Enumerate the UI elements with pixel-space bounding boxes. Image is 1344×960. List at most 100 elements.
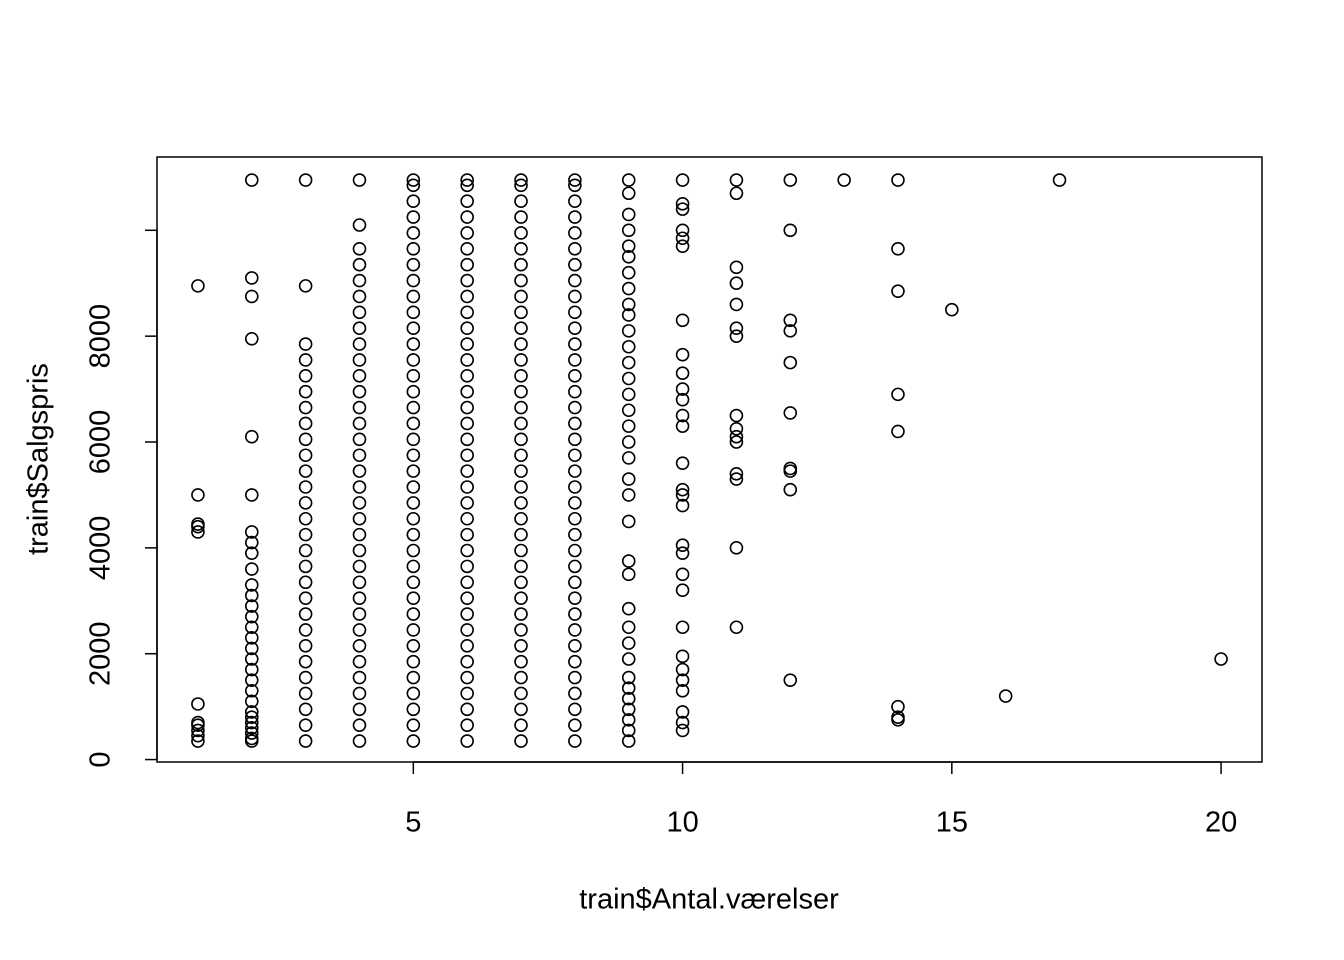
point [729, 466, 744, 481]
point [675, 239, 690, 253]
point [406, 718, 421, 732]
point [352, 273, 367, 288]
point [621, 339, 636, 354]
point [352, 321, 367, 336]
point [729, 472, 744, 486]
point [568, 432, 582, 447]
point [406, 416, 421, 431]
point [568, 289, 582, 304]
point [568, 559, 582, 574]
point [621, 308, 636, 322]
point [244, 271, 259, 285]
point [244, 588, 259, 603]
point [460, 543, 474, 558]
point [244, 694, 259, 709]
point [244, 652, 259, 666]
point [298, 279, 313, 293]
x-tick-label: 10 [666, 807, 698, 839]
point [244, 715, 259, 730]
point [675, 382, 690, 396]
point [298, 337, 313, 351]
point [891, 284, 905, 298]
point [783, 461, 798, 476]
point [298, 173, 313, 187]
point [352, 575, 367, 590]
point [352, 173, 367, 187]
point [298, 718, 313, 732]
point [837, 173, 851, 187]
point [460, 686, 474, 701]
point [568, 337, 582, 351]
point [406, 480, 421, 494]
point [460, 210, 474, 224]
point [729, 435, 744, 449]
point [460, 496, 474, 510]
point [729, 276, 744, 291]
point [945, 302, 959, 317]
point [729, 620, 744, 635]
point [460, 178, 474, 193]
point [244, 578, 259, 592]
point [514, 607, 528, 621]
point [406, 432, 421, 447]
point [568, 686, 582, 701]
point [729, 173, 744, 187]
point [675, 488, 690, 502]
point [244, 488, 259, 502]
point [891, 242, 905, 256]
point [675, 366, 690, 381]
point [621, 472, 636, 486]
y-tick-label: 6000 [85, 410, 117, 475]
point [460, 448, 474, 463]
point [406, 607, 421, 621]
point [406, 194, 421, 208]
point [244, 683, 259, 698]
point [514, 575, 528, 590]
point [675, 498, 690, 513]
point [568, 353, 582, 367]
point [568, 369, 582, 383]
point [514, 654, 528, 669]
point [621, 713, 636, 727]
point [244, 599, 259, 613]
point [352, 464, 367, 478]
point [460, 702, 474, 717]
y-axis-label: train$Salgspris [23, 363, 55, 555]
point [406, 670, 421, 685]
point [891, 699, 905, 714]
point [460, 718, 474, 732]
point [298, 670, 313, 685]
point [568, 416, 582, 431]
point [298, 369, 313, 383]
point [568, 226, 582, 240]
point [244, 525, 259, 539]
point [568, 718, 582, 732]
point [191, 279, 205, 293]
point [406, 369, 421, 383]
point [191, 525, 205, 539]
point [621, 186, 636, 201]
point [244, 289, 259, 304]
point [621, 652, 636, 666]
point [729, 421, 744, 436]
point [460, 226, 474, 240]
point [460, 384, 474, 399]
point [460, 194, 474, 208]
point [675, 482, 690, 497]
point [729, 297, 744, 312]
point [514, 448, 528, 463]
point [460, 575, 474, 590]
point [460, 432, 474, 447]
y-tick-label: 8000 [85, 304, 117, 369]
point [514, 559, 528, 574]
point [621, 620, 636, 635]
plot-frame [156, 156, 1263, 763]
point [352, 607, 367, 621]
point [406, 242, 421, 256]
point [352, 511, 367, 526]
point [298, 559, 313, 574]
point [406, 448, 421, 463]
point [244, 705, 259, 719]
point [891, 387, 905, 402]
point [621, 734, 636, 748]
